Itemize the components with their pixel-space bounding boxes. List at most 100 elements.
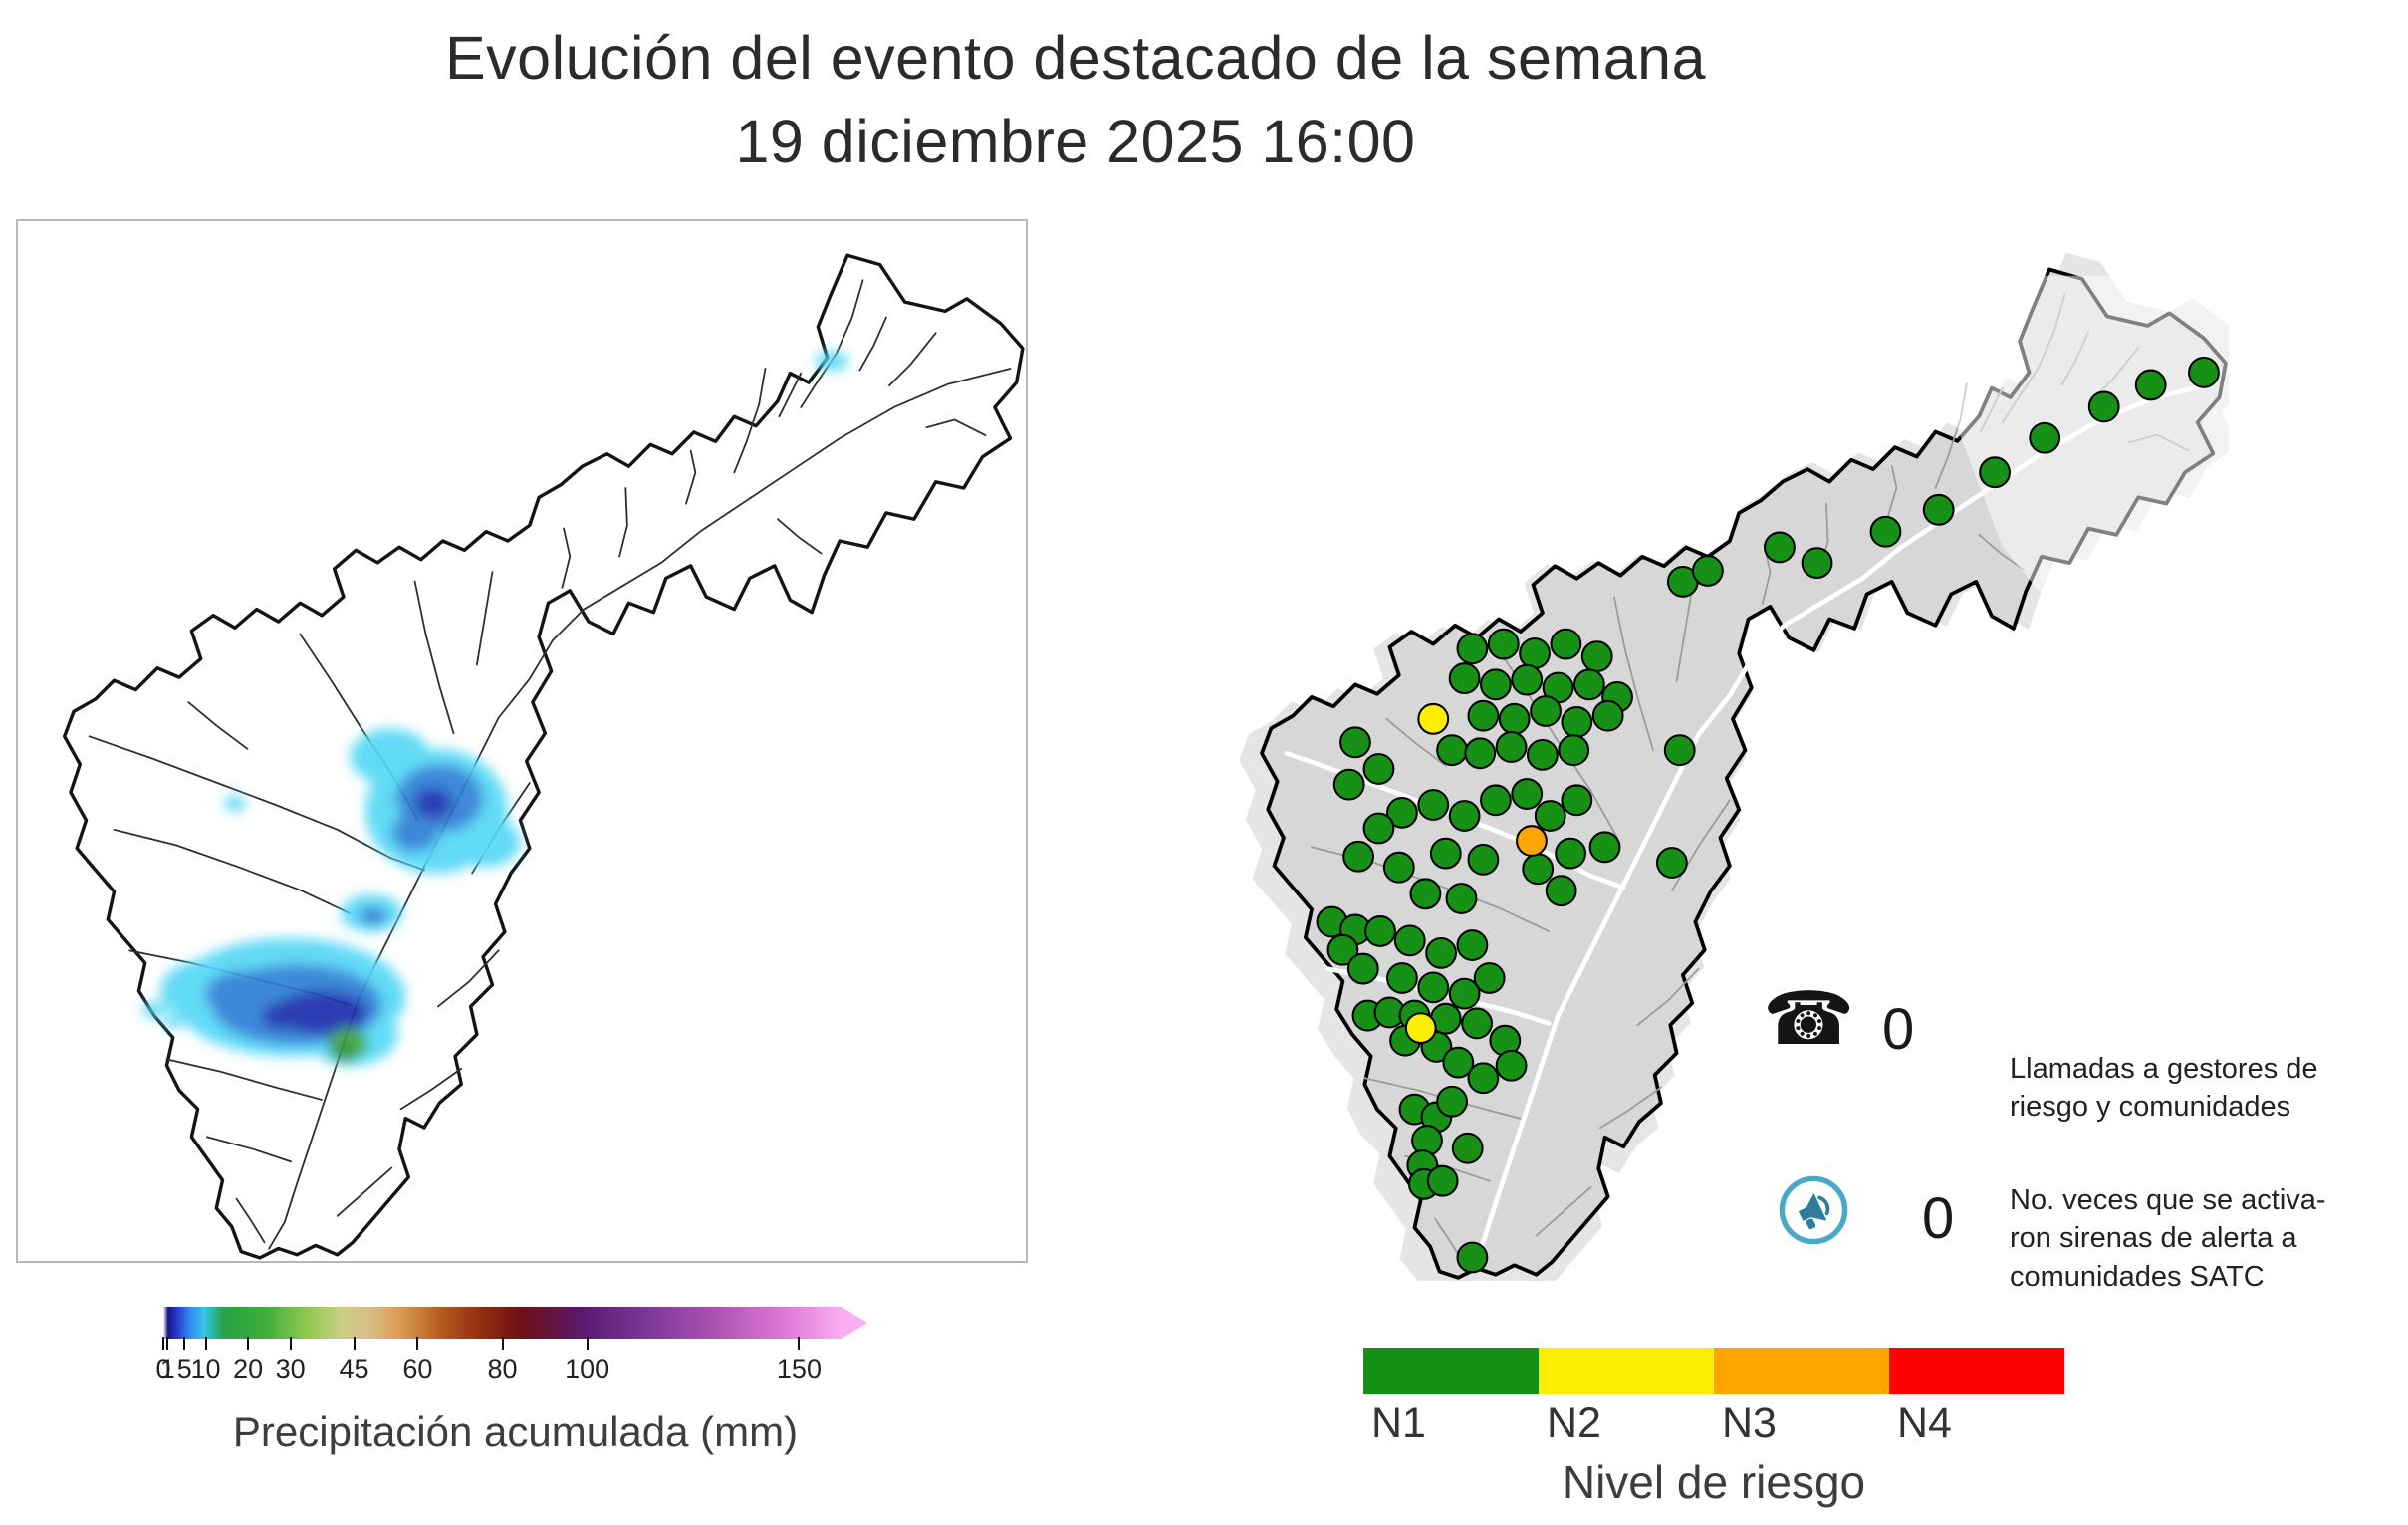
risk-map-svg bbox=[1239, 252, 2229, 1281]
risk-point-N1 bbox=[1362, 812, 1395, 845]
risk-level-label-N1: N1 bbox=[1371, 1399, 1426, 1447]
risk-point-N1 bbox=[1467, 699, 1500, 732]
risk-point-N1 bbox=[1417, 971, 1450, 1004]
risk-legend: N1 N2 N3 N4 Nivel de riesgo bbox=[1363, 1348, 2120, 1525]
risk-point-N1 bbox=[1426, 1164, 1459, 1197]
risk-point-N1 bbox=[1495, 1049, 1528, 1082]
risk-point-N1 bbox=[1425, 936, 1457, 969]
risk-point-N1 bbox=[1362, 753, 1395, 785]
title-line-1: Evolución del evento destacado de la sem… bbox=[444, 24, 1707, 92]
risk-point-N3 bbox=[1516, 825, 1548, 857]
risk-point-N1 bbox=[1346, 952, 1379, 985]
risk-point-N1 bbox=[1550, 628, 1582, 660]
risk-point-N1 bbox=[1417, 789, 1450, 821]
risk-point-N1 bbox=[1591, 699, 1624, 732]
risk-level-label-N3: N3 bbox=[1722, 1399, 1777, 1447]
risk-point-N1 bbox=[1801, 547, 1833, 580]
risk-point-N1 bbox=[1498, 702, 1531, 735]
risk-point-N1 bbox=[1511, 778, 1544, 810]
risk-point-N1 bbox=[1692, 555, 1724, 587]
risk-point-N1 bbox=[1545, 875, 1577, 907]
risk-point-N1 bbox=[1393, 924, 1426, 957]
risk-point-N1 bbox=[1663, 734, 1696, 767]
risk-point-N1 bbox=[1332, 768, 1365, 801]
risk-legend-bar bbox=[1363, 1348, 2064, 1394]
risk-point-N1 bbox=[1511, 663, 1544, 696]
risk-point-N1 bbox=[1386, 962, 1418, 994]
risk-point-N1 bbox=[1448, 977, 1481, 1010]
calls-count: 0 bbox=[1882, 997, 1915, 1062]
risk-point-N1 bbox=[1519, 637, 1551, 669]
risk-point-N1 bbox=[1526, 738, 1559, 771]
risk-point-N1 bbox=[1451, 1132, 1484, 1164]
risk-point-N1 bbox=[1326, 933, 1359, 966]
risk-point-N1 bbox=[1588, 831, 1621, 864]
page-title: Evolución del evento destacado de la sem… bbox=[0, 16, 2151, 183]
risk-point-N1 bbox=[1480, 784, 1512, 817]
risk-point-N1 bbox=[1572, 668, 1605, 701]
risk-point-N1 bbox=[1922, 493, 1955, 526]
risk-point-N1 bbox=[1495, 731, 1528, 763]
precipitation-overlay bbox=[141, 351, 849, 1066]
risk-point-N1 bbox=[2188, 357, 2220, 388]
risk-point-N1 bbox=[1530, 695, 1562, 727]
risk-point-N1 bbox=[1555, 837, 1586, 870]
risk-point-N1 bbox=[1436, 1085, 1468, 1118]
risk-point-N1 bbox=[1456, 1241, 1489, 1274]
risk-point-N1 bbox=[1342, 840, 1374, 873]
risk-point-N1 bbox=[1448, 662, 1481, 694]
risk-point-N1 bbox=[1869, 515, 1902, 548]
risk-point-N1 bbox=[1456, 633, 1489, 665]
risk-level-segment-N1 bbox=[1363, 1348, 1539, 1394]
risk-level-label-N4: N4 bbox=[1897, 1399, 1952, 1447]
risk-point-N1 bbox=[1386, 796, 1418, 829]
risk-point-N1 bbox=[1655, 847, 1688, 879]
risk-point-N2 bbox=[1404, 1012, 1437, 1045]
calls-label: Llamadas a gestores de riesgo y comunida… bbox=[2010, 1053, 2318, 1124]
colorbar-bar bbox=[163, 1307, 842, 1339]
risk-point-N1 bbox=[1534, 800, 1566, 832]
risk-point-N1 bbox=[1561, 784, 1593, 817]
precipitation-colorbar: 0 1 5 10 20 30 45 60 80 100 150 Precipitación acum… bbox=[155, 1307, 920, 1506]
sirens-label: No. veces que se activa- ron sirenas de … bbox=[2010, 1184, 2326, 1293]
risk-point-N1 bbox=[1467, 1062, 1500, 1095]
phone-icon: ☎ bbox=[1763, 976, 1855, 1062]
risk-point-N1 bbox=[1580, 640, 1613, 673]
risk-map bbox=[1215, 235, 2229, 1281]
risk-point-N1 bbox=[1561, 706, 1593, 738]
risk-point-N1 bbox=[1409, 878, 1442, 910]
precipitation-map-svg bbox=[62, 253, 1025, 1260]
risk-point-N1 bbox=[2029, 421, 2061, 454]
precipitation-map bbox=[16, 219, 1028, 1263]
risk-points bbox=[1316, 357, 2220, 1274]
risk-legend-labels: N1 N2 N3 N4 bbox=[1363, 1399, 2064, 1453]
risk-level-label-N2: N2 bbox=[1547, 1399, 1601, 1447]
risk-point-N1 bbox=[1461, 1007, 1494, 1040]
title-line-2: 19 diciembre 2025 16:00 bbox=[735, 108, 1416, 176]
risk-level-segment-N2 bbox=[1539, 1348, 1714, 1394]
risk-point-N1 bbox=[2134, 369, 2167, 401]
risk-point-N1 bbox=[1764, 531, 1796, 564]
risk-point-N2 bbox=[1417, 702, 1450, 735]
risk-point-N1 bbox=[1480, 668, 1512, 701]
risk-point-N1 bbox=[1487, 628, 1520, 660]
risk-point-N1 bbox=[1382, 851, 1415, 884]
siren-icon bbox=[1779, 1175, 1848, 1245]
risk-point-N1 bbox=[1464, 737, 1497, 770]
risk-point-N1 bbox=[1429, 837, 1462, 870]
risk-point-N1 bbox=[1456, 929, 1489, 961]
risk-point-N1 bbox=[1522, 853, 1555, 886]
risk-point-N1 bbox=[1442, 1046, 1475, 1079]
risk-level-segment-N3 bbox=[1714, 1348, 1889, 1394]
risk-point-N1 bbox=[1473, 962, 1506, 994]
risk-point-N1 bbox=[1364, 915, 1396, 947]
risk-point-N1 bbox=[1979, 456, 2011, 489]
sirens-count: 0 bbox=[1922, 1186, 1955, 1251]
risk-point-N1 bbox=[1445, 883, 1478, 914]
risk-point-N1 bbox=[1339, 726, 1371, 759]
colorbar-arrow bbox=[842, 1307, 867, 1339]
risk-point-N1 bbox=[1467, 843, 1500, 876]
colorbar-ticks: 0 1 5 10 20 30 45 60 80 100 150 bbox=[155, 1337, 842, 1397]
risk-level-segment-N4 bbox=[1889, 1348, 2064, 1394]
